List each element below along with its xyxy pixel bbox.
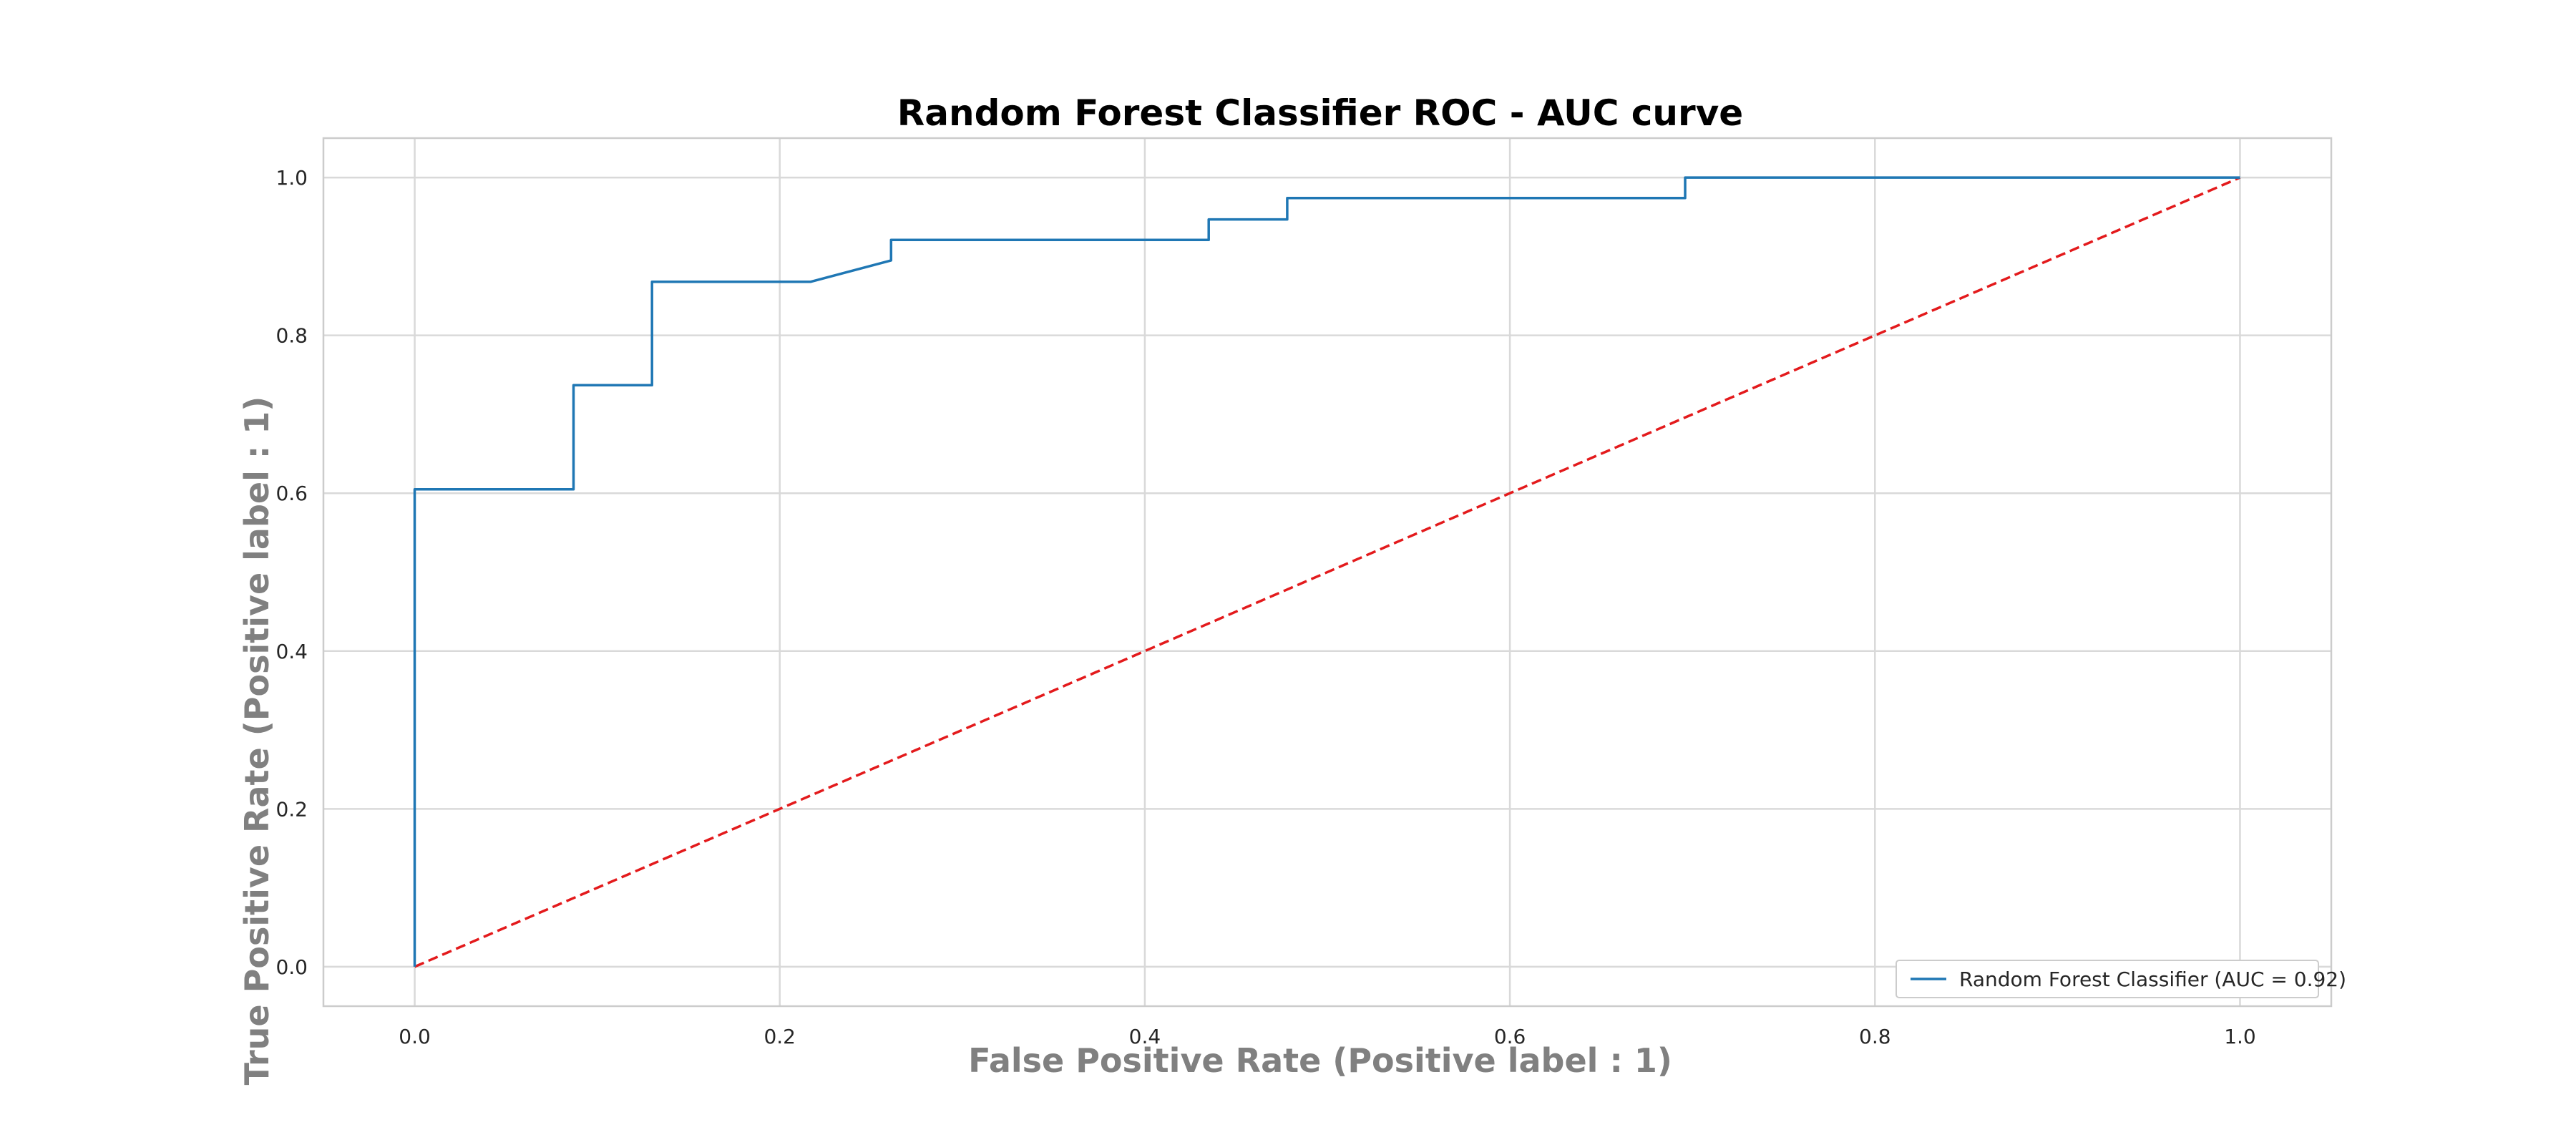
x-tick-label: 0.6 [1494,1025,1526,1048]
y-tick-label: 0.2 [275,797,308,821]
x-tick-label: 0.2 [763,1025,796,1048]
legend: Random Forest Classifier (AUC = 0.92) [1896,960,2346,998]
y-tick-label: 0.6 [275,482,308,505]
x-tick-label: 0.4 [1129,1025,1161,1048]
legend-label-random-forest: Random Forest Classifier (AUC = 0.92) [1959,968,2346,991]
plot-series [413,176,2241,968]
y-tick-label: 0.8 [275,324,308,348]
legend-box [1896,960,2319,998]
y-tick-label: 0.0 [275,955,308,979]
y-tick-label: 0.4 [275,640,308,663]
chart-title: Random Forest Classifier ROC - AUC curve [897,92,1743,134]
plot-frame [322,137,2333,1008]
x-tick-label: 0.8 [1859,1025,1891,1048]
x-tick-label: 1.0 [2224,1025,2256,1048]
y-tick-labels: 0.0 0.2 0.4 0.6 0.8 1.0 [275,166,308,979]
y-axis-label: True Positive Rate (Positive label : 1) [238,396,276,1086]
x-axis-label: False Positive Rate (Positive label : 1) [968,1041,1672,1080]
y-tick-label: 1.0 [275,166,308,190]
roc-curve-line [413,176,2240,967]
x-tick-labels: 0.0 0.2 0.4 0.6 0.8 1.0 [399,1025,2255,1048]
x-tick-label: 0.0 [399,1025,431,1048]
reference-diagonal-line [414,176,2241,968]
